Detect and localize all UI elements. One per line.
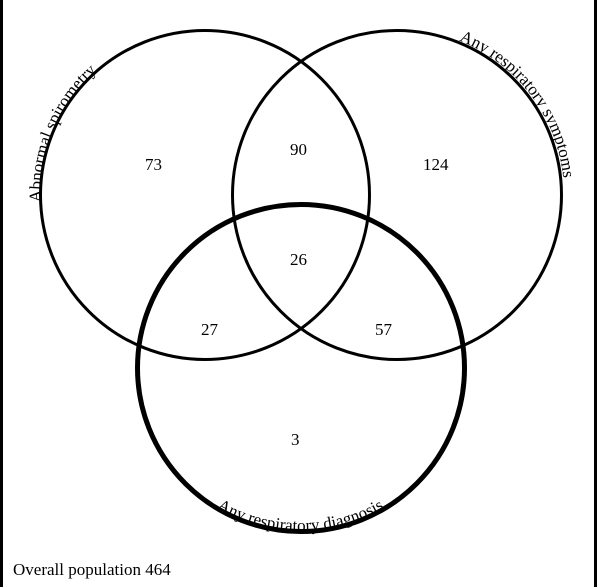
region-all-three: 26 bbox=[290, 250, 307, 270]
footer-overall-population: Overall population 464 bbox=[13, 560, 171, 580]
region-only-symptoms: 124 bbox=[423, 155, 449, 175]
region-symptoms-diagnosis: 57 bbox=[375, 320, 392, 340]
region-spirometry-diagnosis: 27 bbox=[201, 320, 218, 340]
region-only-spirometry: 73 bbox=[145, 155, 162, 175]
region-spirometry-symptoms: 90 bbox=[290, 140, 307, 160]
region-only-diagnosis: 3 bbox=[291, 430, 300, 450]
